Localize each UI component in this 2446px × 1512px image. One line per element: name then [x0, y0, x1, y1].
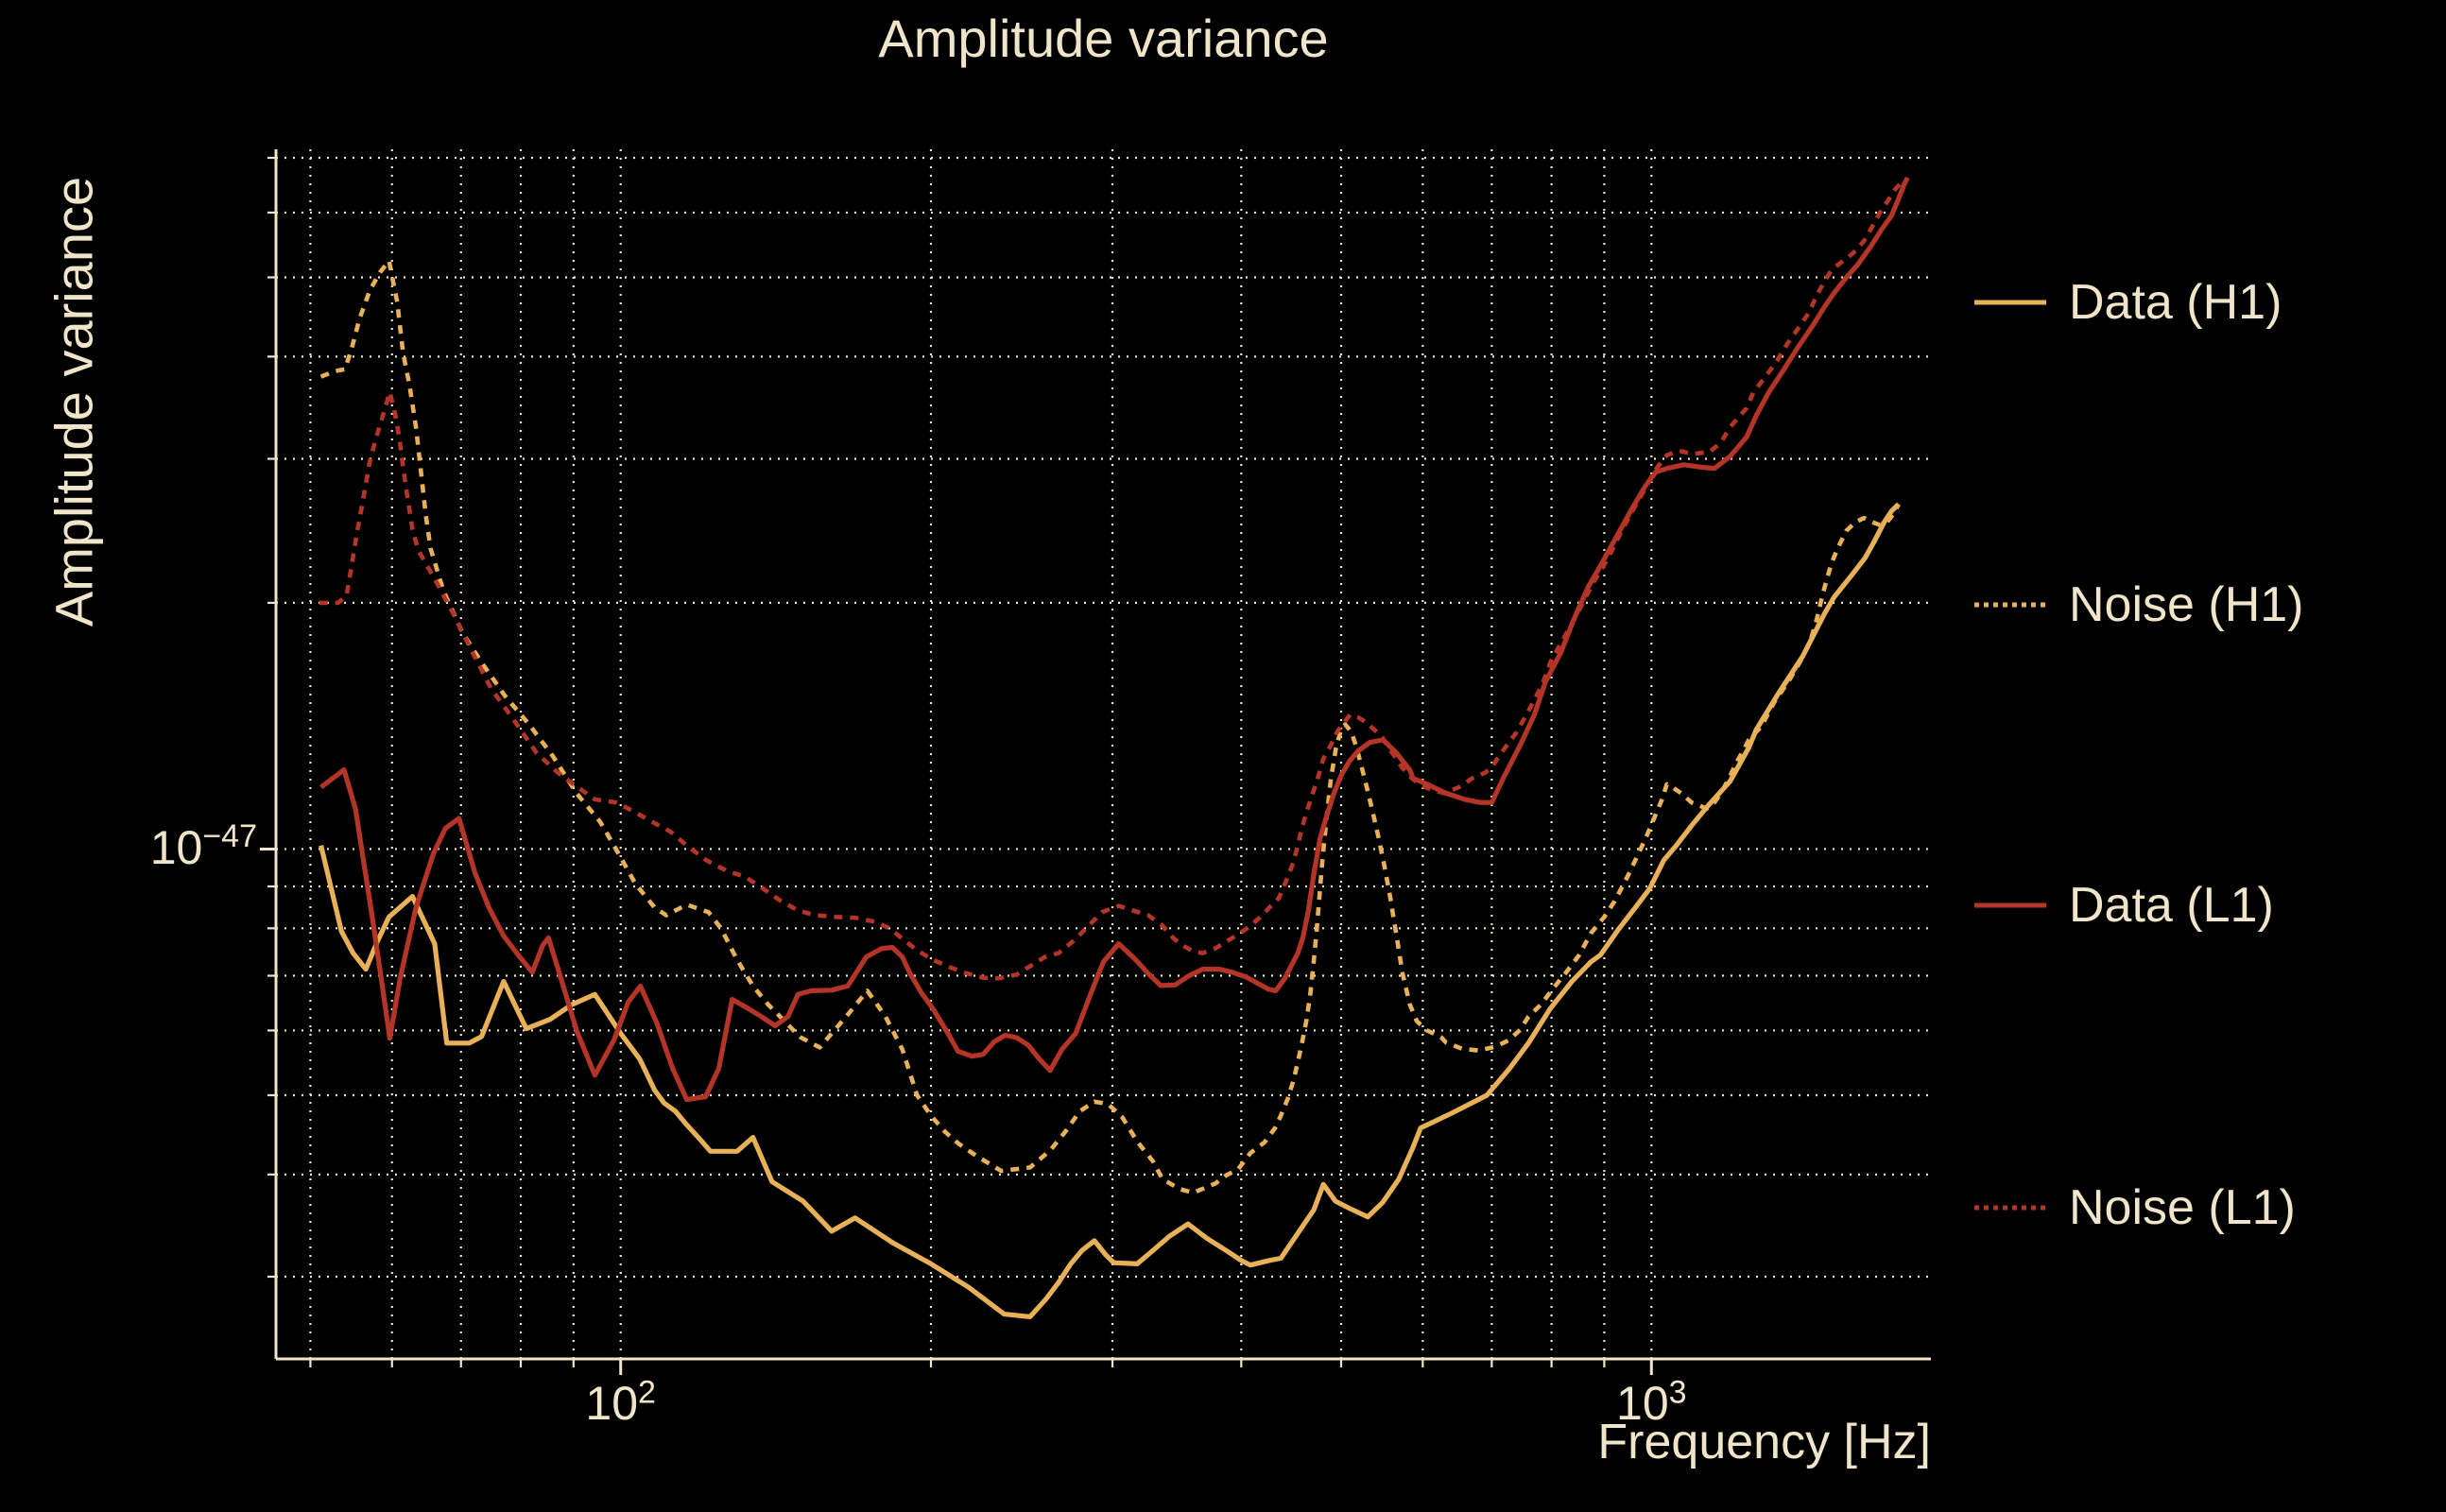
- legend-item-data-l1-: Data (L1): [1972, 877, 2274, 934]
- legend-swatch-dashed-line: [1974, 1205, 2046, 1211]
- x-tick-label-1000: 103: [1616, 1374, 1687, 1430]
- legend-swatch-dashed-line: [1974, 602, 2046, 608]
- legend-swatch-solid-line: [1974, 902, 2046, 908]
- legend-label: Noise (L1): [2069, 1180, 2296, 1235]
- legend-item-noise-l1-: Noise (L1): [1972, 1179, 2296, 1236]
- x-axis-label: Frequency [Hz]: [1597, 1415, 1931, 1469]
- legend-label: Data (H1): [2069, 275, 2282, 330]
- legend-label: Noise (H1): [2069, 577, 2304, 632]
- legend-item-noise-h1-: Noise (H1): [1972, 576, 2304, 633]
- series-line-noise-h1-: [319, 258, 1901, 1195]
- legend-item-data-h1-: Data (H1): [1972, 274, 2282, 331]
- y-axis-label: Amplitude variance: [43, 176, 104, 627]
- legend-swatch-solid-line: [1974, 300, 2046, 305]
- series-line-data-h1-: [319, 502, 1901, 1320]
- chart-title: Amplitude variance: [878, 9, 1329, 68]
- y-tick-label: 10−47: [149, 818, 257, 875]
- x-tick-label-100: 102: [585, 1374, 656, 1430]
- legend-label: Data (L1): [2069, 878, 2274, 933]
- series-line-noise-l1-: [319, 180, 1904, 981]
- series-line-data-l1-: [319, 176, 1910, 1103]
